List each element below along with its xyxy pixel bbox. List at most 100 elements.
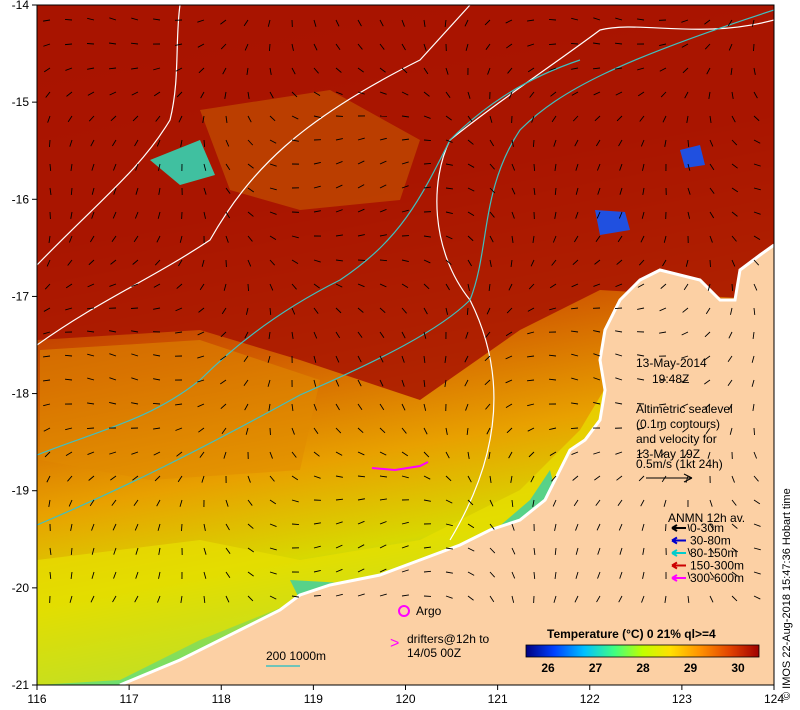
colorbar-tick-label: 26 xyxy=(541,661,555,675)
drifters-line-2: 14/05 00Z xyxy=(407,646,461,660)
velocity-arrow xyxy=(616,475,623,481)
velocity-arrow xyxy=(175,43,183,46)
velocity-arrow xyxy=(357,184,365,189)
velocity-arrow xyxy=(357,544,365,549)
velocity-arrow xyxy=(131,377,139,381)
velocity-arrow xyxy=(379,355,384,363)
velocity-arrow xyxy=(731,115,736,123)
velocity-arrow xyxy=(357,593,365,597)
velocity-arrow xyxy=(445,163,453,166)
velocity-arrow xyxy=(202,115,205,123)
velocity-arrow xyxy=(401,283,409,289)
velocity-arrow xyxy=(91,163,95,171)
velocity-arrow xyxy=(617,235,623,243)
colorbar-tick-label: 27 xyxy=(589,661,603,675)
velocity-arrow xyxy=(731,571,738,577)
velocity-arrow xyxy=(572,115,579,122)
velocity-arrow xyxy=(571,67,579,70)
velocity-arrow xyxy=(335,475,343,478)
bathy-label: 200 1000m xyxy=(266,649,326,663)
velocity-arrow xyxy=(551,259,557,266)
velocity-arrow xyxy=(593,377,601,381)
velocity-arrow xyxy=(225,571,231,579)
velocity-arrow xyxy=(269,499,277,505)
velocity-arrow xyxy=(335,379,340,387)
velocity-arrow xyxy=(506,307,513,314)
velocity-arrow xyxy=(111,235,117,242)
velocity-arrow xyxy=(510,475,513,483)
velocity-arrow xyxy=(64,43,73,46)
velocity-arrow xyxy=(570,43,579,45)
velocity-arrow xyxy=(131,353,139,357)
velocity-arrow xyxy=(444,379,447,387)
velocity-arrow xyxy=(753,211,761,215)
velocity-arrow xyxy=(109,402,117,405)
velocity-arrow xyxy=(637,378,645,381)
velocity-arrow xyxy=(153,451,161,456)
velocity-arrow xyxy=(753,523,761,527)
velocity-arrow xyxy=(727,19,733,27)
velocity-arrow xyxy=(663,235,667,243)
velocity-arrow xyxy=(200,91,205,99)
coastline xyxy=(119,243,774,685)
velocity-arrow xyxy=(134,139,139,147)
velocity-arrow xyxy=(64,378,73,381)
velocity-arrow xyxy=(247,163,254,169)
velocity-arrow xyxy=(642,547,645,555)
velocity-arrow xyxy=(709,139,714,147)
velocity-arrow xyxy=(573,499,579,507)
velocity-arrow xyxy=(533,547,536,555)
velocity-arrow xyxy=(86,307,95,310)
velocity-arrow xyxy=(638,259,645,266)
velocity-arrow xyxy=(467,595,474,601)
velocity-arrow xyxy=(379,184,387,189)
velocity-arrow xyxy=(44,283,51,290)
velocity-arrow xyxy=(267,355,271,363)
velocity-arrow xyxy=(131,330,139,333)
velocity-arrow xyxy=(637,283,645,288)
velocity-arrow xyxy=(70,163,73,171)
velocity-arrow xyxy=(682,67,689,74)
velocity-arrow xyxy=(313,475,321,479)
velocity-arrow xyxy=(709,115,712,123)
velocity-arrow xyxy=(87,17,95,21)
velocity-arrow xyxy=(687,571,691,579)
velocity-arrow xyxy=(728,403,733,411)
velocity-arrow xyxy=(593,353,601,357)
velocity-arrow xyxy=(49,187,52,195)
velocity-arrow xyxy=(175,427,183,431)
lon-tick-label: 122 xyxy=(580,692,600,706)
velocity-arrow xyxy=(618,523,623,531)
velocity-arrow xyxy=(684,91,689,99)
velocity-arrow xyxy=(484,379,491,386)
velocity-arrow xyxy=(681,19,689,23)
velocity-arrow xyxy=(596,595,601,603)
velocity-arrow xyxy=(65,67,73,71)
velocity-arrow xyxy=(64,354,73,357)
velocity-arrow xyxy=(687,211,691,219)
velocity-arrow xyxy=(245,307,249,315)
velocity-arrow xyxy=(291,259,299,264)
velocity-arrow xyxy=(685,259,689,267)
velocity-arrow xyxy=(46,259,51,267)
velocity-arrow xyxy=(313,307,319,314)
anmn-arrowhead xyxy=(671,536,678,545)
velocity-arrow xyxy=(88,259,95,266)
velocity-arrow xyxy=(64,19,73,21)
velocity-arrow xyxy=(335,331,341,339)
velocity-arrow xyxy=(269,235,277,241)
velocity-arrow xyxy=(708,91,711,99)
velocity-arrow xyxy=(69,139,73,147)
velocity-arrow xyxy=(203,595,206,604)
velocity-arrow xyxy=(616,259,623,265)
velocity-arrow xyxy=(87,353,95,357)
velocity-arrow xyxy=(753,259,760,266)
velocity-arrow xyxy=(131,67,139,70)
velocity-arrow xyxy=(197,403,205,408)
velocity-arrow xyxy=(247,115,252,123)
velocity-arrow xyxy=(269,475,275,482)
velocity-arrow xyxy=(548,43,557,46)
velocity-arrow xyxy=(505,19,513,24)
velocity-arrow xyxy=(109,283,117,287)
velocity-arrow xyxy=(357,451,365,456)
